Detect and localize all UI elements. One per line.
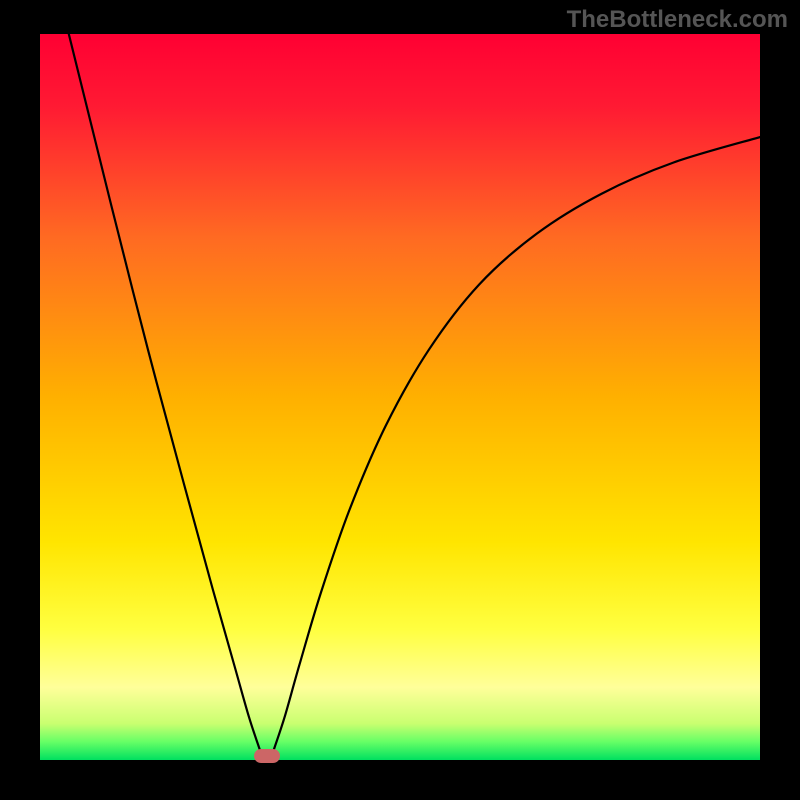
watermark-text: TheBottleneck.com bbox=[567, 6, 788, 34]
plot-area bbox=[40, 34, 760, 760]
curve-layer bbox=[40, 34, 760, 760]
marker bbox=[254, 749, 280, 763]
curve-left-branch bbox=[69, 34, 260, 749]
chart-container: TheBottleneck.com bbox=[0, 0, 800, 800]
curve-right-branch bbox=[274, 137, 760, 749]
